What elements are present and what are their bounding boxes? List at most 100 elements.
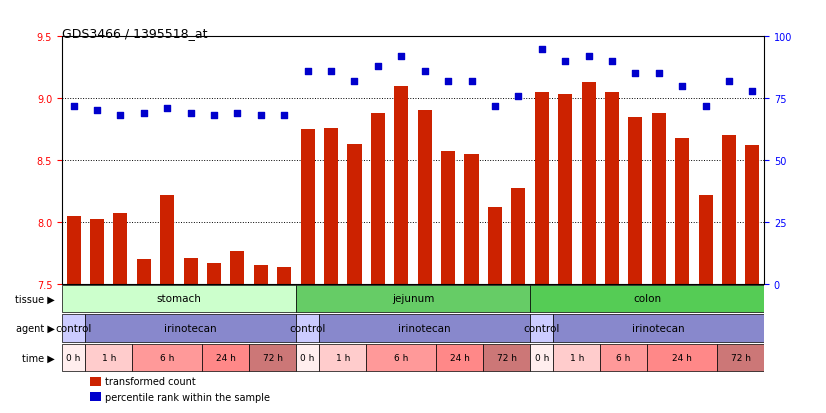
Point [254, 113, 268, 119]
Bar [278, 268, 292, 284]
Bar [488, 207, 502, 284]
Bar [530, 285, 764, 312]
Bar [320, 344, 366, 371]
Bar [348, 145, 362, 284]
Bar [296, 315, 320, 342]
Bar [534, 93, 548, 284]
Point [160, 105, 173, 112]
Bar [296, 344, 320, 371]
Point [184, 110, 197, 117]
Bar [553, 344, 601, 371]
Bar [511, 189, 525, 284]
Bar [132, 344, 202, 371]
Point [137, 110, 150, 117]
Point [301, 69, 314, 75]
Bar [647, 344, 717, 371]
Point [676, 83, 689, 90]
Bar [745, 146, 759, 284]
Point [67, 103, 80, 109]
Point [488, 103, 501, 109]
Bar [301, 130, 315, 284]
Bar [371, 114, 385, 284]
Point [582, 54, 595, 60]
Text: transformed count: transformed count [106, 376, 197, 386]
Text: 0 h: 0 h [534, 354, 549, 362]
Text: irinotecan: irinotecan [633, 323, 685, 333]
Text: 0 h: 0 h [301, 354, 315, 362]
Bar [90, 220, 104, 284]
Bar [296, 285, 530, 312]
Bar [202, 344, 249, 371]
Bar [183, 258, 197, 284]
Bar [366, 344, 436, 371]
Bar [85, 315, 296, 342]
Text: control: control [55, 323, 92, 333]
Text: control: control [524, 323, 560, 333]
Point [230, 110, 244, 117]
Point [511, 93, 525, 100]
Bar [324, 128, 338, 284]
Bar [160, 195, 174, 284]
Bar [652, 114, 666, 284]
Text: jejunum: jejunum [392, 294, 434, 304]
Bar [207, 263, 221, 284]
Text: tissue ▶: tissue ▶ [15, 294, 55, 304]
Point [699, 103, 712, 109]
Bar [601, 344, 647, 371]
Bar [717, 344, 764, 371]
Bar [483, 344, 530, 371]
Bar [582, 83, 596, 284]
Text: time ▶: time ▶ [22, 353, 55, 363]
Point [746, 88, 759, 95]
Point [605, 59, 619, 65]
Bar [137, 259, 151, 284]
Text: GDS3466 / 1395518_at: GDS3466 / 1395518_at [62, 27, 207, 40]
Bar [629, 117, 643, 284]
Text: irinotecan: irinotecan [164, 323, 217, 333]
Text: 6 h: 6 h [616, 354, 631, 362]
Text: 72 h: 72 h [496, 354, 516, 362]
Bar [230, 252, 244, 284]
Text: 0 h: 0 h [66, 354, 81, 362]
Bar [441, 152, 455, 284]
Bar [62, 315, 85, 342]
Bar [605, 93, 619, 284]
Text: 24 h: 24 h [216, 354, 235, 362]
Bar [394, 86, 408, 284]
Bar [90, 392, 102, 401]
Bar [530, 344, 553, 371]
Bar [722, 136, 736, 284]
Bar [418, 111, 432, 284]
Point [395, 54, 408, 60]
Point [441, 78, 454, 85]
Text: 24 h: 24 h [450, 354, 470, 362]
Point [418, 69, 431, 75]
Bar [67, 216, 81, 284]
Text: irinotecan: irinotecan [398, 323, 451, 333]
Text: colon: colon [633, 294, 661, 304]
Bar [90, 377, 102, 386]
Point [629, 71, 642, 78]
Text: 1 h: 1 h [335, 354, 350, 362]
Point [278, 113, 291, 119]
Point [114, 113, 127, 119]
Text: 1 h: 1 h [570, 354, 584, 362]
Text: 6 h: 6 h [394, 354, 409, 362]
Point [372, 64, 385, 70]
Point [652, 71, 665, 78]
Bar [62, 285, 296, 312]
Point [722, 78, 735, 85]
Bar [85, 344, 132, 371]
Bar [675, 138, 689, 284]
Bar [254, 266, 268, 284]
Point [207, 113, 221, 119]
Text: stomach: stomach [157, 294, 202, 304]
Text: agent ▶: agent ▶ [16, 323, 55, 333]
Point [325, 69, 338, 75]
Text: 72 h: 72 h [731, 354, 751, 362]
Bar [62, 344, 85, 371]
Bar [530, 315, 553, 342]
Bar [436, 344, 483, 371]
Bar [464, 154, 478, 284]
Point [535, 46, 548, 53]
